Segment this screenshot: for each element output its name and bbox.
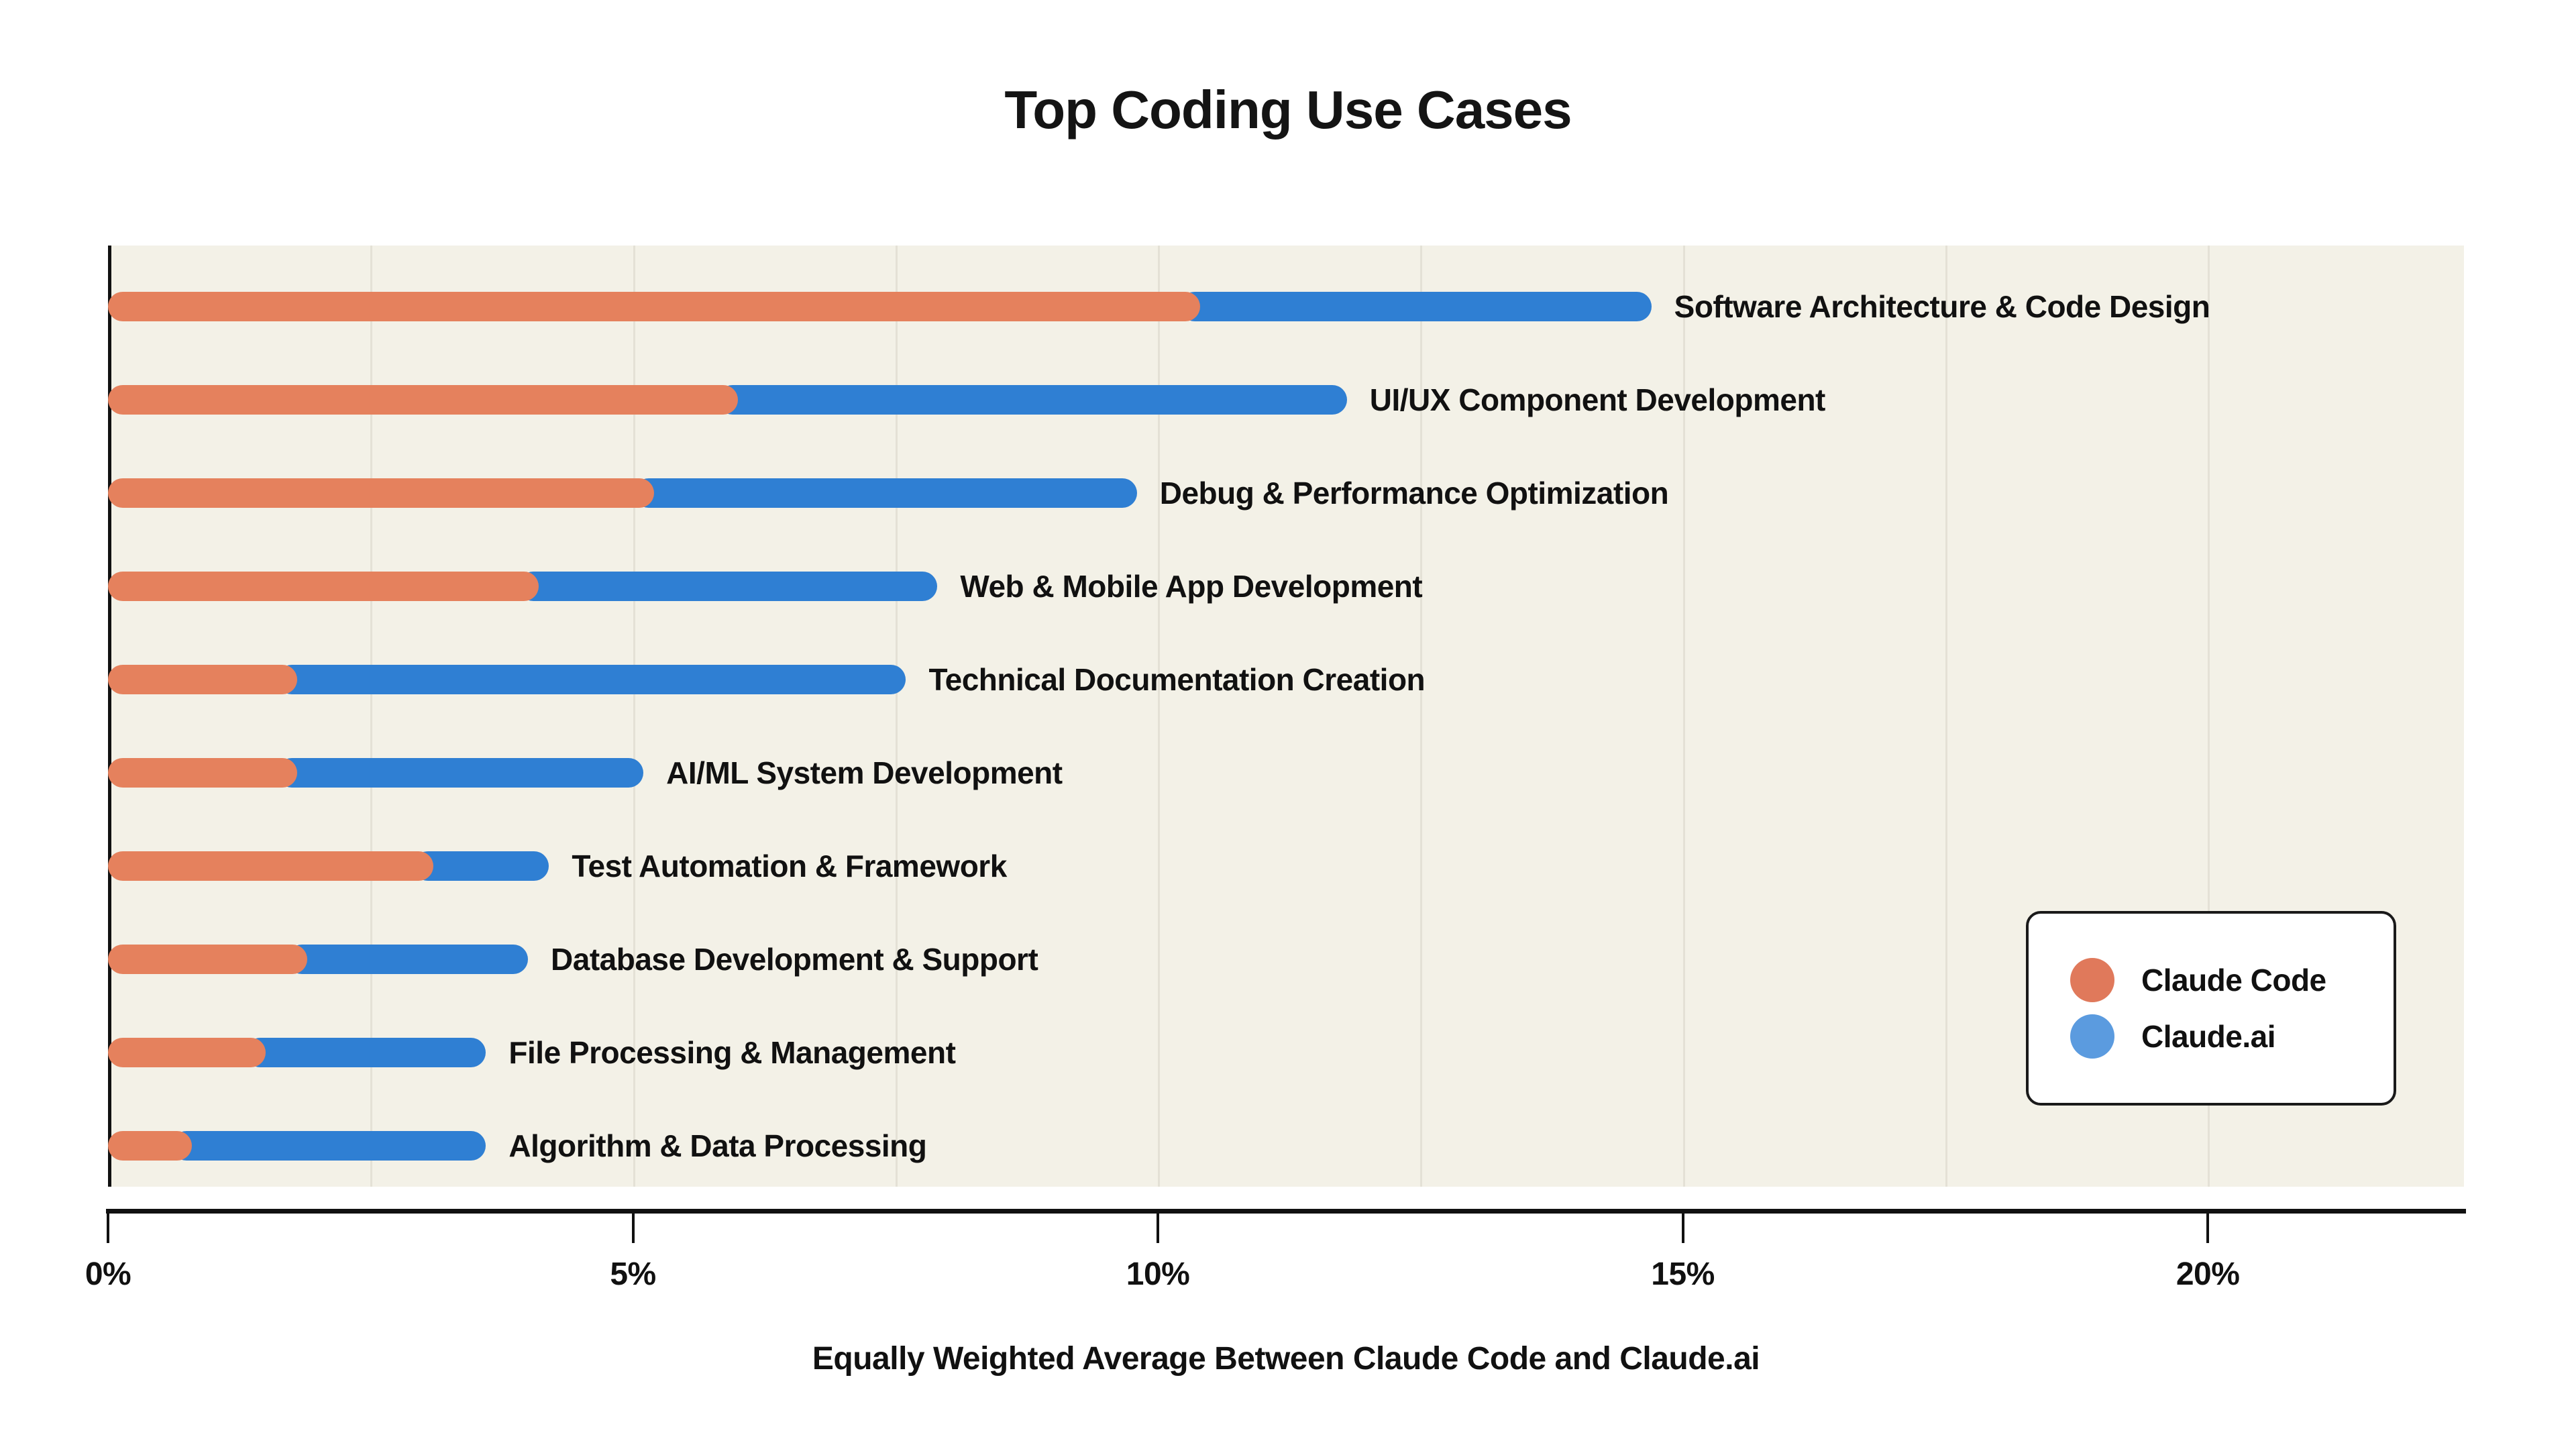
x-axis-tick xyxy=(631,1214,635,1243)
bar-row: Web & Mobile App Development xyxy=(108,569,2464,604)
bar-category-label: AI/ML System Development xyxy=(666,755,1063,790)
bar-segment-claude-ai xyxy=(718,385,1347,415)
x-axis-tick xyxy=(2206,1214,2210,1243)
bar-category-label: Database Development & Support xyxy=(551,942,1038,977)
x-axis-title: Equally Weighted Average Between Claude … xyxy=(812,1341,1760,1377)
gridline xyxy=(2208,246,2210,1187)
bar-category-label: Web & Mobile App Development xyxy=(960,569,1423,604)
bar-segment-claude-code xyxy=(108,758,297,788)
gridline xyxy=(633,246,635,1187)
x-axis-tick xyxy=(107,1214,109,1243)
gridline xyxy=(1158,246,1161,1187)
x-axis-line xyxy=(106,1209,2466,1214)
bar-segment-claude-code xyxy=(108,1038,266,1067)
bar-category-label: Debug & Performance Optimization xyxy=(1159,476,1669,511)
plot-area: Software Architecture & Code Design UI/UX… xyxy=(108,246,2464,1187)
claude-ai-swatch-icon xyxy=(2070,1014,2114,1059)
x-axis-tick xyxy=(1157,1214,1160,1243)
bar-category-label: File Processing & Management xyxy=(508,1035,956,1070)
bar-category-label: Test Automation & Framework xyxy=(572,849,1007,883)
legend-label-claude-ai: Claude.ai xyxy=(2141,1019,2276,1054)
x-axis-tick xyxy=(1681,1214,1684,1243)
gridline xyxy=(895,246,898,1187)
bar-row: Debug & Performance Optimization xyxy=(108,476,2464,511)
bar-row: File Processing & Management xyxy=(108,1035,2464,1070)
bar-segment-claude-ai xyxy=(245,1038,486,1067)
y-axis-spine xyxy=(108,246,111,1187)
gridline xyxy=(1945,246,1947,1187)
legend-item-claude-code: Claude Code xyxy=(2070,958,2394,1002)
x-axis-tick-label: 5% xyxy=(610,1256,656,1292)
gridline xyxy=(1682,246,1685,1187)
bar-segment-claude-ai xyxy=(276,665,906,694)
bar-row: AI/ML System Development xyxy=(108,755,2464,790)
bar-segment-claude-code xyxy=(108,1131,193,1161)
bar-row: Database Development & Support xyxy=(108,942,2464,977)
bar-segment-claude-ai xyxy=(276,758,644,788)
legend: Claude Code Claude.ai xyxy=(2026,911,2396,1106)
bar-segment-claude-ai xyxy=(413,851,549,881)
bar-segment-claude-ai xyxy=(1179,292,1652,321)
chart-title: Top Coding Use Cases xyxy=(1004,80,1572,140)
legend-label-claude-code: Claude Code xyxy=(2141,963,2326,998)
bar-segment-claude-code xyxy=(108,665,297,694)
gridline xyxy=(370,246,373,1187)
bar-row: Algorithm & Data Processing xyxy=(108,1128,2464,1163)
bar-row: Technical Documentation Creation xyxy=(108,662,2464,697)
x-axis-tick-label: 20% xyxy=(2176,1256,2240,1292)
bar-row: Test Automation & Framework xyxy=(108,849,2464,883)
bar-segment-claude-ai xyxy=(287,945,529,974)
bar-category-label: UI/UX Component Development xyxy=(1369,382,1826,417)
bar-segment-claude-ai xyxy=(633,478,1137,508)
legend-item-claude-ai: Claude.ai xyxy=(2070,1014,2394,1059)
bar-segment-claude-ai xyxy=(172,1131,486,1161)
bar-segment-claude-code xyxy=(108,851,434,881)
x-axis-tick-label: 0% xyxy=(85,1256,131,1292)
claude-code-swatch-icon xyxy=(2070,958,2114,1002)
bar-segment-claude-code xyxy=(108,945,308,974)
bar-category-label: Software Architecture & Code Design xyxy=(1674,289,2210,324)
bar-row: UI/UX Component Development xyxy=(108,382,2464,417)
x-axis-tick-label: 15% xyxy=(1651,1256,1715,1292)
bar-row: Software Architecture & Code Design xyxy=(108,289,2464,324)
bar-category-label: Technical Documentation Creation xyxy=(928,662,1426,697)
bar-segment-claude-code xyxy=(108,478,654,508)
bar-segment-claude-code xyxy=(108,385,739,415)
bar-segment-claude-code xyxy=(108,572,539,601)
bar-segment-claude-code xyxy=(108,292,1200,321)
bar-category-label: Algorithm & Data Processing xyxy=(508,1128,927,1163)
gridline xyxy=(1420,246,1423,1187)
bar-segment-claude-ai xyxy=(518,572,938,601)
x-axis-tick-label: 10% xyxy=(1126,1256,1190,1292)
